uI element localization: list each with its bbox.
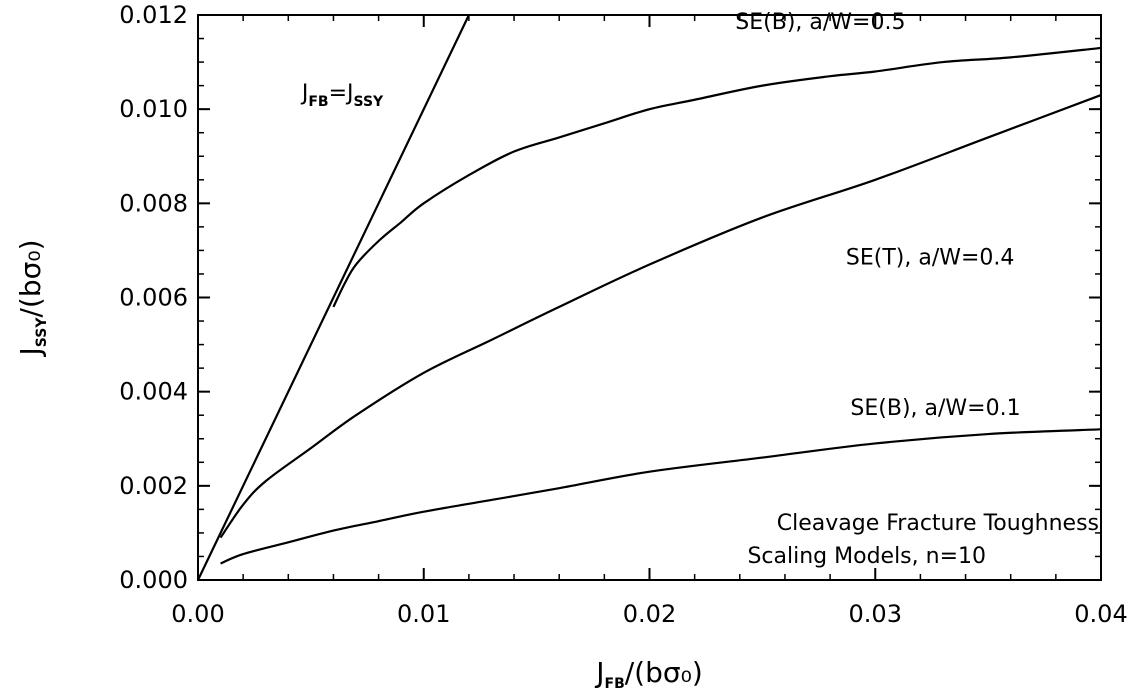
x-axis-label-main: J [594,656,604,689]
y-tick-label: 0.006 [119,284,188,312]
series-line-j-fb-j-ssy [197,14,470,581]
y-tick-label: 0.000 [119,566,188,594]
series-label-j-fb-j-ssy: JFB=JSSY [300,81,384,110]
y-tick-label: 0.012 [119,1,188,29]
series-lines [197,14,1102,581]
y-tick-label: 0.002 [119,472,188,500]
y-tick-label: 0.004 [119,378,188,406]
y-axis-label-subscript: SSY [34,317,50,348]
y-axis-ticks: 0.000 0.002 0.004 0.006 0.008 0.010 0.012 [119,1,1101,594]
series-label-se-b-a-w-0-5: SE(B), a/W=0.5 [735,10,905,35]
y-axis-label-rest: /(bσ₀) [14,240,47,318]
x-tick-label: 0.01 [397,600,450,628]
x-axis-label: JFB/(bσ₀) [594,656,703,692]
series-line-se-t-a-w-0-4 [219,94,1102,539]
series-label-se-t-a-w-0-4: SE(T), a/W=0.4 [846,246,1015,271]
y-axis-label: JSSY/(bσ₀) [14,240,50,358]
x-tick-label: 0.00 [171,600,224,628]
chart-note-line-2: Scaling Models, n=10 [747,544,986,569]
x-tick-label: 0.04 [1074,600,1127,628]
y-tick-label: 0.008 [119,189,188,217]
series-line-se-b-a-w-0-1 [220,428,1102,565]
x-axis-label-subscript: FB [605,676,625,692]
chart-note-line-1: Cleavage Fracture Toughness [777,511,1099,536]
series-line-se-b-a-w-0-5 [332,46,1102,308]
y-tick-label: 0.010 [119,95,188,123]
series-label-se-b-a-w-0-1: SE(B), a/W=0.1 [850,396,1020,421]
x-axis-label-rest: /(bσ₀) [625,656,703,689]
x-axis-ticks: 0.00 0.01 0.02 0.03 0.04 [171,15,1128,628]
x-tick-label: 0.02 [623,600,676,628]
annotations: JFB=JSSY SE(B), a/W=0.5 SE(T), a/W=0.4 SE(B… [300,10,1021,421]
x-tick-label: 0.03 [849,600,902,628]
y-axis-label-main: J [14,347,47,357]
